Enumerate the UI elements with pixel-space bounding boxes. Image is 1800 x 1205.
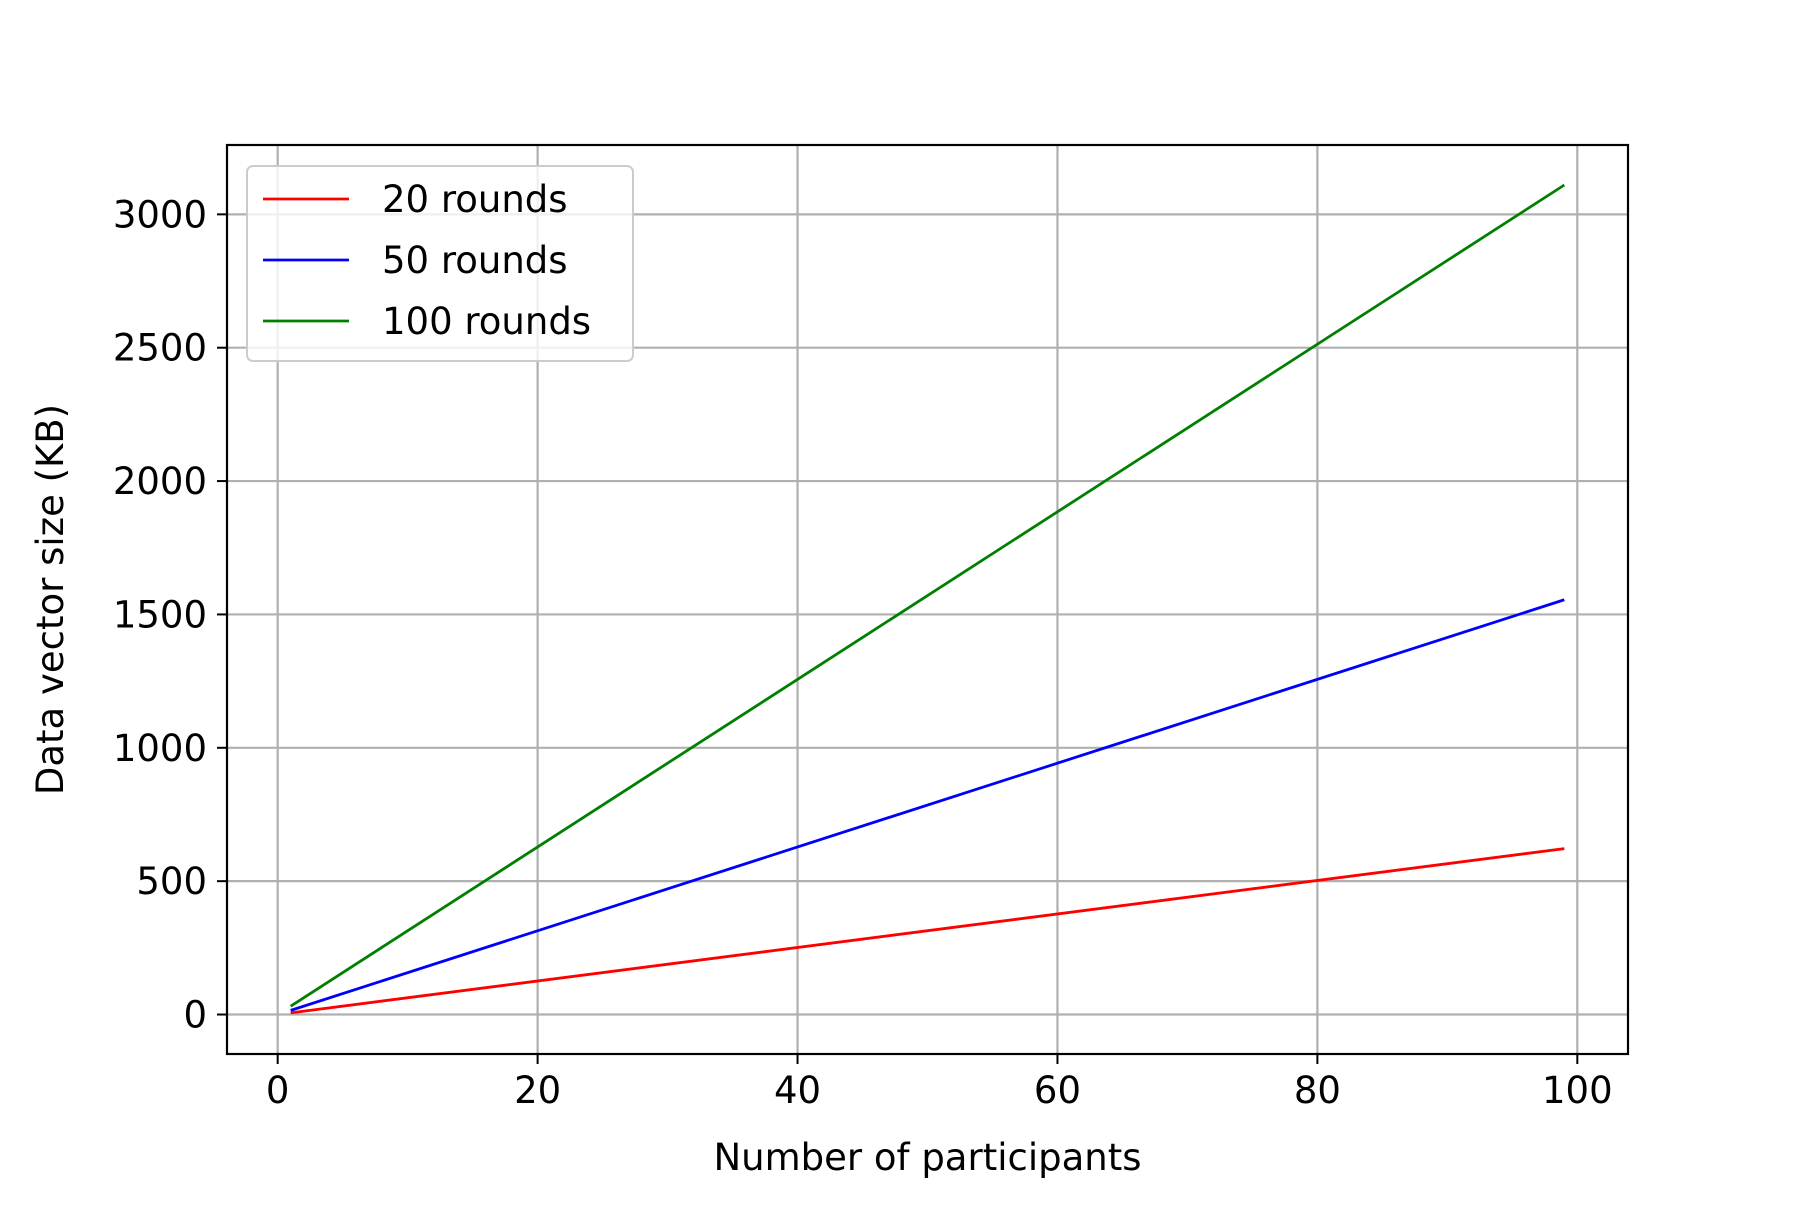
legend-label: 100 rounds	[382, 300, 591, 343]
series-line-50-rounds	[290, 598, 1565, 1012]
legend-label: 50 rounds	[382, 239, 568, 282]
y-tick-label: 1000	[113, 727, 207, 770]
y-tick-label: 2000	[113, 460, 207, 503]
legend: 20 rounds 50 rounds 100 rounds	[246, 165, 634, 362]
x-tick-label: 0	[266, 1069, 290, 1112]
legend-label: 20 rounds	[382, 178, 568, 221]
series-line-100-rounds	[289, 183, 1566, 1008]
series-line-20-rounds	[290, 847, 1565, 1015]
y-tick-label: 3000	[113, 193, 207, 236]
legend-box	[246, 165, 634, 362]
x-axis-label: Number of participants	[714, 1136, 1142, 1179]
x-tick-label: 80	[1294, 1069, 1341, 1112]
x-tick-label: 40	[774, 1069, 821, 1112]
x-tick-label: 100	[1542, 1069, 1613, 1112]
axes-frame	[225, 143, 1630, 1056]
y-tick-label: 500	[136, 860, 207, 903]
x-tick-label: 20	[514, 1069, 561, 1112]
y-axis-label: Data vector size (KB)	[29, 404, 72, 795]
y-tick-label: 1500	[113, 593, 207, 636]
y-tick-label: 0	[183, 994, 207, 1037]
grid-lines	[227, 145, 1628, 1054]
x-tick-label: 60	[1034, 1069, 1081, 1112]
series-lines	[289, 183, 1566, 1015]
y-tick-label: 2500	[113, 327, 207, 370]
